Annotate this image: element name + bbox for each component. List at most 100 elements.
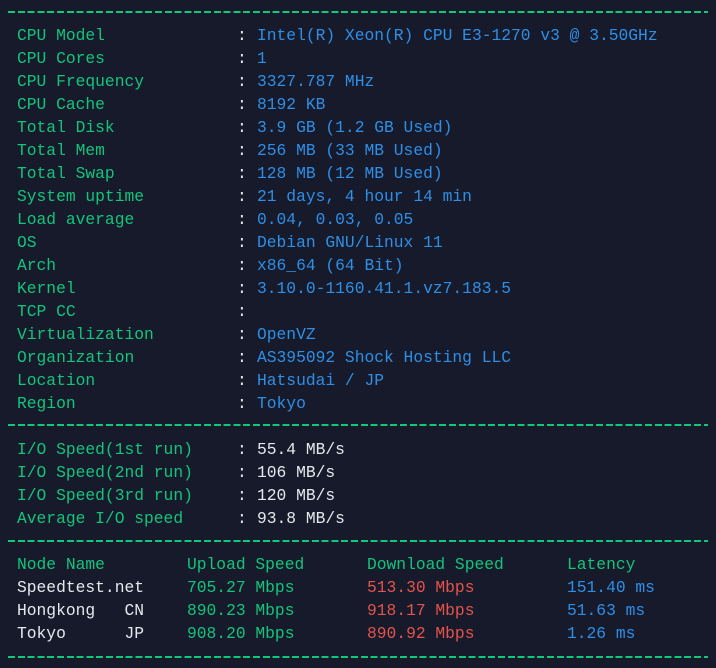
colon: : <box>237 508 247 528</box>
colon: : <box>237 255 247 275</box>
info-row: Total Mem:256 MB (33 MB Used) <box>0 139 716 162</box>
io-row: I/O Speed(2nd run):106 MB/s <box>0 461 716 484</box>
info-row: CPU Frequency:3327.787 MHz <box>0 70 716 93</box>
io-value: 55.4 MB/s <box>257 439 345 459</box>
info-value: Hatsudai / JP <box>257 370 385 390</box>
info-row: Region: Tokyo <box>0 392 716 415</box>
colon: : <box>237 439 247 459</box>
colon: : <box>237 140 247 160</box>
colon: : <box>237 48 247 68</box>
download-speed: 513.30 Mbps <box>367 577 475 597</box>
download-speed: 890.92 Mbps <box>367 623 475 643</box>
info-row: CPU Model: Intel(R) Xeon(R) CPU E3-1270 v… <box>0 24 716 47</box>
info-value: OpenVZ <box>257 324 316 344</box>
info-row: Location: Hatsudai / JP <box>0 369 716 392</box>
download-speed: 918.17 Mbps <box>367 600 475 620</box>
info-value: 3.9 GB (1.2 GB Used) <box>257 117 453 137</box>
info-value: 3.10.0-1160.41.1.vz7.183.5 <box>257 278 512 298</box>
speed-header: Node Name Upload Speed Download Speed Laten… <box>0 553 716 576</box>
info-value: 0.04, 0.03, 0.05 <box>257 209 414 229</box>
info-label: System uptime <box>17 186 145 206</box>
colon: : <box>237 485 247 505</box>
info-label: Total Mem <box>17 140 105 160</box>
info-value: 3327.787 MHz <box>257 71 375 91</box>
upload-speed: 908.20 Mbps <box>187 623 295 643</box>
info-value: AS395092 Shock Hosting LLC <box>257 347 512 367</box>
info-label: Kernel <box>17 278 76 298</box>
colon: : <box>237 324 247 344</box>
info-row: Load average:0.04, 0.03, 0.05 <box>0 208 716 231</box>
column-header: Download Speed <box>367 554 504 574</box>
info-row: Total Disk:3.9 GB (1.2 GB Used) <box>0 116 716 139</box>
speed-row: Tokyo JP 908.20 Mbps 890.92 Mbps 1.26 ms <box>0 622 716 645</box>
upload-speed: 890.23 Mbps <box>187 600 295 620</box>
info-value: Intel(R) Xeon(R) CPU E3-1270 v3 @ 3.50GH… <box>257 25 658 45</box>
colon: : <box>237 186 247 206</box>
io-label: I/O Speed(1st run) <box>17 439 193 459</box>
info-row: Kernel:3.10.0-1160.41.1.vz7.183.5 <box>0 277 716 300</box>
colon: : <box>237 232 247 252</box>
colon: : <box>237 25 247 45</box>
info-label: Load average <box>17 209 135 229</box>
info-label: CPU Cores <box>17 48 105 68</box>
colon: : <box>237 117 247 137</box>
info-value: 8192 KB <box>257 94 326 114</box>
colon: : <box>237 462 247 482</box>
info-value: x86_64 (64 Bit) <box>257 255 404 275</box>
info-label: CPU Frequency <box>17 71 145 91</box>
info-row: CPU Cache:8192 KB <box>0 93 716 116</box>
info-value: 21 days, 4 hour 14 min <box>257 186 472 206</box>
info-label: Location <box>17 370 96 390</box>
io-row: I/O Speed(1st run):55.4 MB/s <box>0 438 716 461</box>
colon: : <box>237 278 247 298</box>
column-header: Node Name <box>17 554 105 574</box>
info-label: Region <box>17 393 76 413</box>
io-value: 106 MB/s <box>257 462 336 482</box>
info-label: Total Disk <box>17 117 115 137</box>
upload-speed: 705.27 Mbps <box>187 577 295 597</box>
node-name: Speedtest.net <box>17 577 145 597</box>
node-name: Hongkong CN <box>17 600 145 620</box>
info-value: Tokyo <box>257 393 306 413</box>
info-row: TCP CC: <box>0 300 716 323</box>
info-label: Virtualization <box>17 324 154 344</box>
speed-row: Hongkong CN 890.23 Mbps 918.17 Mbps 51.63 m… <box>0 599 716 622</box>
info-label: Organization <box>17 347 135 367</box>
info-label: Arch <box>17 255 57 275</box>
separator-line <box>8 11 708 13</box>
info-label: OS <box>17 232 37 252</box>
colon: : <box>237 301 247 321</box>
colon: : <box>237 71 247 91</box>
io-value: 93.8 MB/s <box>257 508 345 528</box>
io-label: Average I/O speed <box>17 508 184 528</box>
info-label: TCP CC <box>17 301 76 321</box>
info-value: 256 MB (33 MB Used) <box>257 140 443 160</box>
info-label: CPU Model <box>17 25 105 45</box>
io-row: I/O Speed(3rd run):120 MB/s <box>0 484 716 507</box>
io-row: Average I/O speed:93.8 MB/s <box>0 507 716 530</box>
latency: 151.40 ms <box>567 577 655 597</box>
io-label: I/O Speed(3rd run) <box>17 485 193 505</box>
latency: 1.26 ms <box>567 623 636 643</box>
separator-line <box>8 540 708 542</box>
separator-line <box>8 656 708 658</box>
latency: 51.63 ms <box>567 600 646 620</box>
info-row: System uptime:21 days, 4 hour 14 min <box>0 185 716 208</box>
info-label: Total Swap <box>17 163 115 183</box>
io-label: I/O Speed(2nd run) <box>17 462 193 482</box>
colon: : <box>237 370 247 390</box>
info-row: Virtualization: OpenVZ <box>0 323 716 346</box>
node-name: Tokyo JP <box>17 623 145 643</box>
info-label: CPU Cache <box>17 94 105 114</box>
info-row: Organization: AS395092 Shock Hosting LLC <box>0 346 716 369</box>
info-value: Debian GNU/Linux 11 <box>257 232 443 252</box>
speed-row: Speedtest.net 705.27 Mbps 513.30 Mbps 151.4… <box>0 576 716 599</box>
info-row: OS: Debian GNU/Linux 11 <box>0 231 716 254</box>
colon: : <box>237 209 247 229</box>
colon: : <box>237 393 247 413</box>
io-value: 120 MB/s <box>257 485 336 505</box>
info-row: CPU Cores:1 <box>0 47 716 70</box>
info-value: 1 <box>257 48 267 68</box>
colon: : <box>237 163 247 183</box>
column-header: Latency <box>567 554 636 574</box>
